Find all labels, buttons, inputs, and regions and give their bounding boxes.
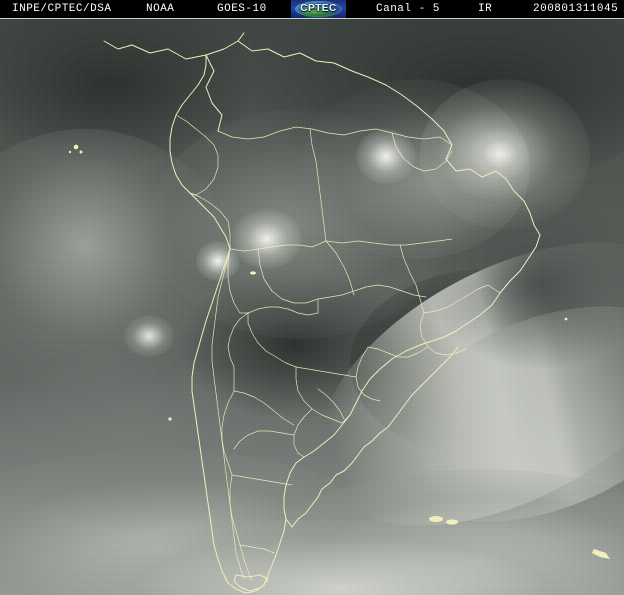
satellite-image xyxy=(0,18,624,595)
satellite-label: GOES-10 xyxy=(217,3,267,15)
band-label: IR xyxy=(478,3,493,15)
agency-label: INPE/CPTEC/DSA xyxy=(12,3,112,15)
geopolitical-overlay xyxy=(68,19,610,595)
cptec-logo-text: CPTEC xyxy=(300,3,337,14)
header-bar: INPE/CPTEC/DSA NOAA GOES-10 CPTEC Canal … xyxy=(0,0,624,18)
cloud-layer xyxy=(0,19,624,595)
channel-label: Canal - 5 xyxy=(376,3,440,15)
image-noise-layer xyxy=(0,19,624,595)
data-source-label: NOAA xyxy=(146,3,175,15)
cptec-logo-icon: CPTEC xyxy=(291,0,346,18)
timestamp-label: 200801311045 xyxy=(533,3,619,15)
globe-landmass-icon xyxy=(300,8,334,16)
